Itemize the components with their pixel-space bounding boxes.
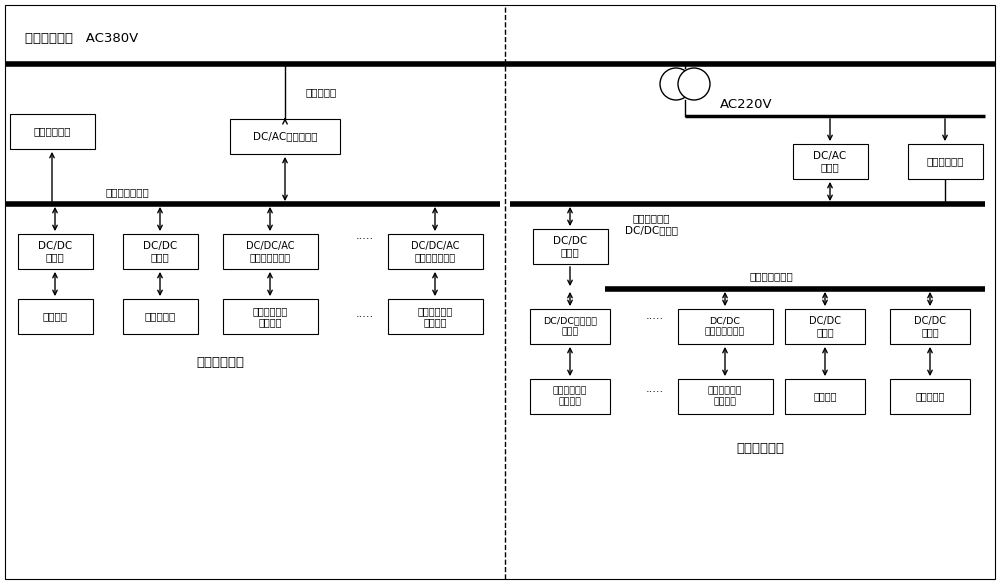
- Text: 超级电容组: 超级电容组: [144, 311, 176, 322]
- Bar: [18, 234, 92, 269]
- Bar: [122, 234, 198, 269]
- Text: DC/DC单相测试
变流器: DC/DC单相测试 变流器: [543, 317, 597, 336]
- Text: DC/DC
变流器: DC/DC 变流器: [914, 316, 946, 338]
- Text: 动力蓄电池组
（待测）: 动力蓄电池组 （待测）: [252, 305, 288, 327]
- Text: 三相网侧负载: 三相网侧负载: [34, 127, 71, 137]
- Text: AC220V: AC220V: [720, 98, 773, 110]
- Bar: [122, 299, 198, 334]
- Text: 主网（三相）   AC380V: 主网（三相） AC380V: [25, 33, 138, 46]
- Bar: [10, 114, 95, 149]
- Text: 超级电容组: 超级电容组: [915, 391, 945, 402]
- Text: DC/DC
变流器: DC/DC 变流器: [809, 316, 841, 338]
- Bar: [890, 309, 970, 344]
- Bar: [890, 379, 970, 414]
- Text: 大功率测试区: 大功率测试区: [196, 356, 244, 369]
- Text: ·····: ·····: [356, 312, 374, 322]
- Bar: [532, 229, 608, 264]
- Bar: [792, 144, 868, 179]
- Bar: [18, 299, 92, 334]
- Circle shape: [678, 68, 710, 100]
- Text: 动力蓄电池组
（待测）: 动力蓄电池组 （待测）: [708, 387, 742, 406]
- Text: DC/DC
变流器: DC/DC 变流器: [143, 241, 177, 262]
- Text: 高低压侧直流
DC/DC变换器: 高低压侧直流 DC/DC变换器: [625, 213, 678, 235]
- Text: ·····: ·····: [646, 387, 664, 397]
- Text: 小功率测试区: 小功率测试区: [736, 443, 784, 456]
- Bar: [530, 379, 610, 414]
- Text: ·····: ·····: [356, 234, 374, 244]
- Bar: [785, 379, 865, 414]
- Text: DC/DC
变流器: DC/DC 变流器: [553, 236, 587, 258]
- Text: 动力蓄电池组
（待测）: 动力蓄电池组 （待测）: [417, 305, 453, 327]
- Text: 储能系统: 储能系统: [42, 311, 68, 322]
- Text: 交流接触器: 交流接触器: [305, 87, 336, 97]
- Bar: [530, 309, 610, 344]
- Text: DC/DC/AC
三相测试变流器: DC/DC/AC 三相测试变流器: [246, 241, 294, 262]
- Bar: [388, 299, 482, 334]
- Circle shape: [660, 68, 692, 100]
- Text: 高压侧直流母线: 高压侧直流母线: [105, 187, 149, 197]
- Bar: [678, 309, 772, 344]
- Bar: [678, 379, 772, 414]
- Text: DC/AC并网变流器: DC/AC并网变流器: [253, 131, 317, 141]
- Bar: [908, 144, 982, 179]
- Text: 低压侧直流母线: 低压侧直流母线: [750, 271, 794, 281]
- Text: DC/AC
变流器: DC/AC 变流器: [813, 151, 847, 172]
- Text: 动力蓄电池组
（待测）: 动力蓄电池组 （待测）: [553, 387, 587, 406]
- Bar: [388, 234, 482, 269]
- Text: 储能系统: 储能系统: [813, 391, 837, 402]
- Text: ·····: ·····: [646, 314, 664, 324]
- Text: DC/DC/AC
三相测试变流器: DC/DC/AC 三相测试变流器: [411, 241, 459, 262]
- Text: DC/DC
单相测试变流器: DC/DC 单相测试变流器: [705, 317, 745, 336]
- Bar: [222, 299, 318, 334]
- Bar: [785, 309, 865, 344]
- Bar: [230, 119, 340, 154]
- Text: DC/DC
变流器: DC/DC 变流器: [38, 241, 72, 262]
- Bar: [222, 234, 318, 269]
- Text: 单相网侧负载: 单相网侧负载: [926, 157, 964, 166]
